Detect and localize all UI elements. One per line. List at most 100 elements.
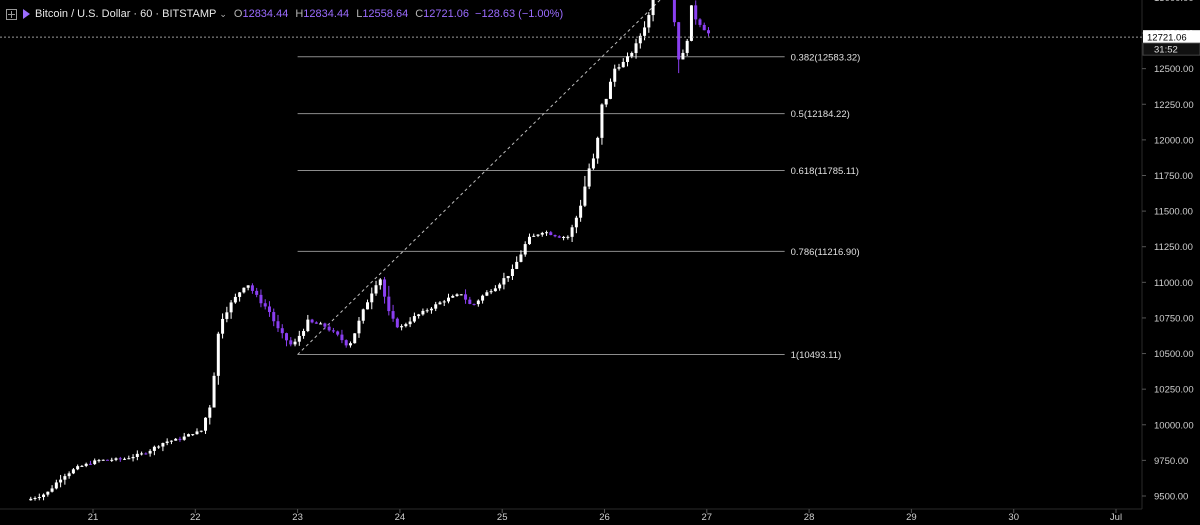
chevron-down-icon[interactable]: ⌄ — [219, 8, 227, 19]
candle-up — [545, 232, 549, 234]
bitstamp-logo-icon — [23, 9, 30, 19]
last-price-badge — [1143, 30, 1200, 44]
candle-up — [596, 137, 600, 159]
candle-down — [694, 5, 698, 20]
candle-up — [182, 436, 186, 440]
candle-up — [532, 235, 536, 237]
collapse-icon[interactable] — [6, 8, 17, 20]
candle-up — [523, 244, 527, 255]
candle-down — [336, 331, 340, 335]
candle-down — [105, 459, 109, 461]
candle-up — [71, 469, 75, 474]
candle-up — [199, 430, 203, 432]
price-tick-label: 12250.00 — [1154, 100, 1194, 111]
candle-up — [361, 309, 365, 321]
candle-up — [536, 234, 540, 236]
candle-up — [216, 333, 220, 376]
candle-up — [93, 460, 97, 465]
candle-up — [506, 275, 510, 279]
candle-down — [344, 340, 348, 346]
candle-up — [319, 323, 323, 325]
fib-level-label: 0.382(12583.32) — [791, 52, 861, 63]
candle-up — [67, 473, 71, 477]
candle-up — [626, 56, 630, 62]
candle-up — [404, 324, 408, 327]
candle-down — [289, 340, 293, 345]
candle-up — [604, 98, 608, 105]
candle-down — [549, 232, 553, 236]
candle-up — [169, 440, 173, 442]
time-tick-label: 26 — [599, 512, 610, 523]
candle-down — [331, 330, 335, 332]
candle-up — [370, 293, 374, 303]
candle-up — [54, 482, 58, 489]
candle-up — [131, 456, 135, 459]
candle-down — [472, 303, 476, 305]
price-tick-label: 9500.00 — [1154, 492, 1188, 503]
time-tick-label: 21 — [88, 512, 99, 523]
candle-up — [647, 15, 651, 28]
candle-up — [293, 341, 297, 345]
candle-up — [600, 104, 604, 138]
candle-up — [681, 52, 685, 60]
candle-up — [421, 310, 425, 315]
candle-down — [178, 438, 182, 440]
candle-up — [685, 40, 689, 53]
candle-up — [50, 488, 54, 492]
candle-up — [233, 296, 237, 303]
candle-up — [29, 498, 33, 501]
candle-up — [613, 68, 617, 82]
fib-level-label: 0.5(12184.22) — [791, 109, 850, 120]
candle-up — [608, 81, 612, 99]
candle-up — [174, 438, 178, 441]
candle-down — [383, 279, 387, 297]
candle-down — [272, 312, 276, 322]
candle-down — [557, 236, 561, 238]
candle-up — [302, 331, 306, 336]
fib-trend-line[interactable] — [297, 0, 794, 355]
candle-up — [643, 27, 647, 36]
candle-up — [33, 497, 37, 499]
bar-countdown-label: 31:52 — [1154, 45, 1178, 56]
candle-down — [702, 24, 706, 31]
candle-up — [574, 217, 578, 228]
price-tick-label: 12500.00 — [1154, 64, 1194, 75]
symbol-title[interactable]: Bitcoin / U.S. Dollar · 60 · BITSTAMP — [35, 8, 217, 20]
candle-up — [579, 205, 583, 218]
candle-up — [123, 458, 127, 460]
candle-down — [698, 19, 702, 25]
candle-up — [221, 318, 225, 334]
candle-down — [259, 294, 263, 304]
candle-down — [250, 285, 254, 291]
candle-down — [280, 328, 284, 334]
candle-up — [485, 292, 489, 296]
price-tick-label: 10000.00 — [1154, 420, 1194, 431]
candle-up — [587, 168, 591, 187]
candle-up — [37, 497, 41, 499]
candle-up — [135, 453, 139, 457]
candle-down — [285, 333, 289, 341]
price-tick-label: 11000.00 — [1154, 278, 1193, 289]
candle-up — [630, 53, 634, 57]
candle-up — [481, 295, 485, 301]
candle-up — [442, 301, 446, 303]
candle-up — [489, 291, 493, 293]
high-label: H — [295, 8, 304, 20]
candle-down — [144, 453, 148, 455]
countdown-badge — [1142, 42, 1200, 56]
candle-up — [59, 479, 63, 483]
candle-down — [88, 463, 92, 465]
candle-up — [157, 446, 161, 448]
time-tick-label: 23 — [292, 512, 303, 523]
candle-up — [127, 458, 131, 460]
candle-up — [510, 268, 514, 276]
candle-up — [297, 335, 301, 342]
candle-up — [63, 476, 67, 480]
candle-up — [566, 236, 570, 238]
candle-down — [323, 323, 327, 327]
candle-up — [140, 453, 144, 455]
candle-up — [238, 292, 242, 297]
price-tick-label: 10250.00 — [1154, 385, 1194, 396]
candle-up — [519, 254, 523, 262]
